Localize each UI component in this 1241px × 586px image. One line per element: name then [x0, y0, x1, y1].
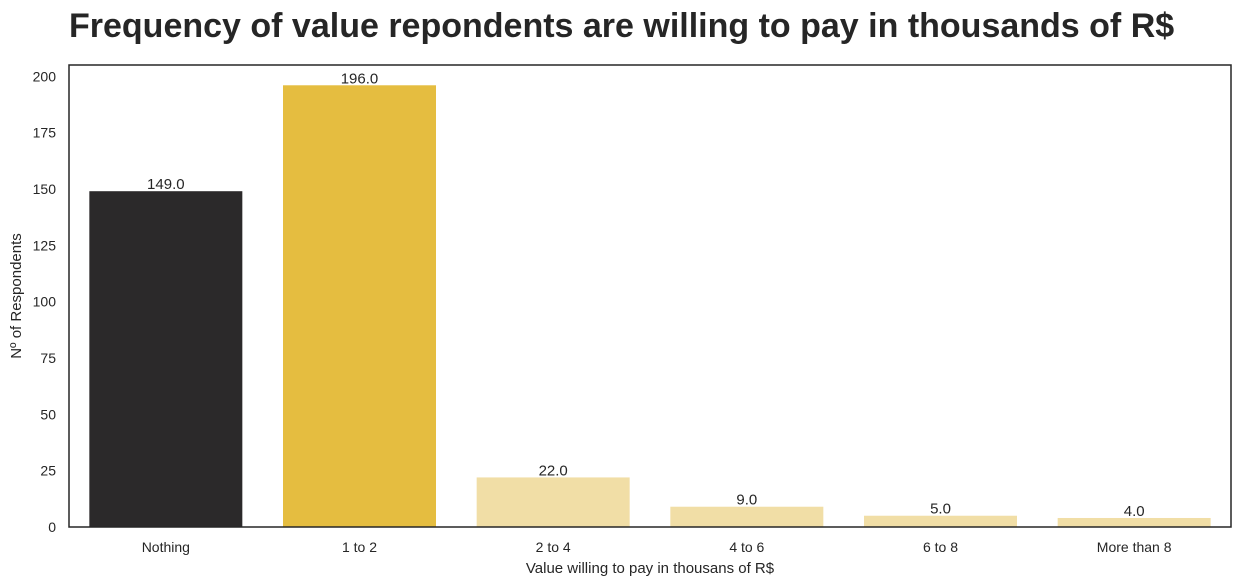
bar [283, 85, 436, 527]
bar [670, 506, 824, 527]
y-tick-label: 25 [40, 463, 56, 479]
bar-value-label: 149.0 [147, 176, 185, 193]
x-tick-label: Nothing [142, 539, 190, 555]
bar [89, 191, 243, 527]
y-axis-ticks: 0 25 50 75 100 125 150 175 200 [33, 68, 57, 535]
y-tick-label: 0 [48, 519, 56, 535]
y-axis-label: Nº of Respondents [8, 233, 25, 359]
y-tick-label: 125 [33, 237, 57, 253]
bars-group [89, 85, 1211, 527]
y-tick-label: 175 [33, 125, 57, 141]
y-tick-label: 150 [33, 181, 57, 197]
bar-labels-group: 149.0 196.0 22.0 9.0 5.0 4.0 [147, 70, 1145, 520]
x-axis-label: Value willing to pay in thousans of R$ [526, 560, 775, 577]
bar-value-label: 5.0 [930, 501, 951, 518]
x-tick-label: 6 to 8 [923, 539, 958, 555]
bar-value-label: 196.0 [341, 70, 379, 87]
y-tick-label: 100 [33, 294, 57, 310]
y-tick-label: 50 [40, 406, 56, 422]
y-tick-label: 75 [40, 350, 56, 366]
x-tick-label: 1 to 2 [342, 539, 377, 555]
bar-value-label: 4.0 [1124, 503, 1145, 520]
x-tick-label: 4 to 6 [729, 539, 764, 555]
bar [476, 477, 630, 527]
bar-value-label: 9.0 [736, 492, 757, 509]
plot-frame [68, 64, 1232, 528]
y-tick-label: 200 [33, 68, 57, 84]
x-tick-label: More than 8 [1097, 539, 1172, 555]
x-tick-label: 2 to 4 [536, 539, 571, 555]
bar [1057, 517, 1211, 527]
bar [864, 515, 1017, 527]
bar-value-label: 22.0 [539, 462, 568, 479]
x-axis-ticks: Nothing 1 to 2 2 to 4 4 to 6 6 to 8 More than… [142, 539, 1172, 555]
chart-title: Frequency of value repondents are willin… [69, 7, 1175, 45]
